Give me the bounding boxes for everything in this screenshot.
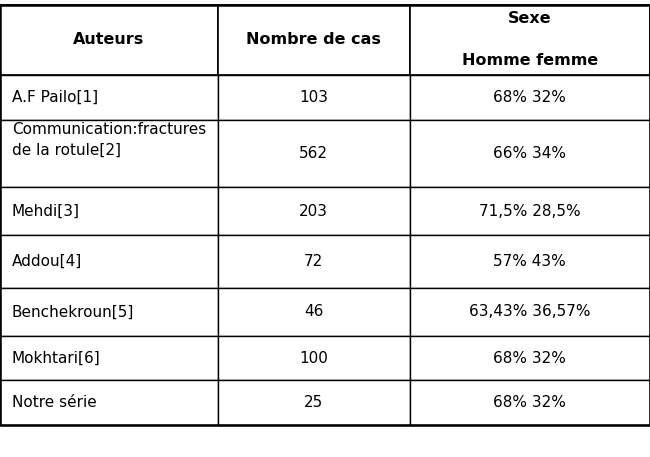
Text: Mokhtari[6]: Mokhtari[6] <box>12 351 101 366</box>
Bar <box>0 120 218 187</box>
Text: 68% 32%: 68% 32% <box>493 395 566 410</box>
Bar <box>218 235 410 288</box>
Bar <box>410 75 650 120</box>
Bar <box>0 336 218 380</box>
Text: Communication:fractures
de la rotule[2]: Communication:fractures de la rotule[2] <box>12 122 206 158</box>
Text: Benchekroun[5]: Benchekroun[5] <box>12 304 134 319</box>
Bar <box>218 288 410 336</box>
Bar <box>218 5 410 75</box>
Bar <box>410 5 650 75</box>
Bar <box>218 120 410 187</box>
Bar <box>410 187 650 235</box>
Text: 68% 32%: 68% 32% <box>493 90 566 105</box>
Bar <box>0 187 218 235</box>
Text: 100: 100 <box>299 351 328 366</box>
Bar <box>0 288 218 336</box>
Bar <box>410 288 650 336</box>
Text: 46: 46 <box>304 304 323 319</box>
Bar <box>410 235 650 288</box>
Text: A.F Pailo[1]: A.F Pailo[1] <box>12 90 98 105</box>
Text: 66% 34%: 66% 34% <box>493 146 566 161</box>
Text: 71,5% 28,5%: 71,5% 28,5% <box>479 204 580 219</box>
Bar <box>410 336 650 380</box>
Text: 63,43% 36,57%: 63,43% 36,57% <box>469 304 590 319</box>
Bar <box>218 380 410 425</box>
Bar <box>0 5 218 75</box>
Text: 57% 43%: 57% 43% <box>493 254 566 269</box>
Text: Notre série: Notre série <box>12 395 96 410</box>
Text: Addou[4]: Addou[4] <box>12 254 82 269</box>
Text: 203: 203 <box>299 204 328 219</box>
Bar <box>0 75 218 120</box>
Bar <box>218 336 410 380</box>
Bar <box>218 75 410 120</box>
Text: 68% 32%: 68% 32% <box>493 351 566 366</box>
Text: Auteurs: Auteurs <box>73 32 144 48</box>
Text: 25: 25 <box>304 395 323 410</box>
Text: 72: 72 <box>304 254 323 269</box>
Text: Sexe

Homme femme: Sexe Homme femme <box>462 11 598 69</box>
Bar <box>0 235 218 288</box>
Bar <box>0 380 218 425</box>
Text: Mehdi[3]: Mehdi[3] <box>12 204 80 219</box>
Text: 562: 562 <box>299 146 328 161</box>
Text: 103: 103 <box>299 90 328 105</box>
Bar <box>410 380 650 425</box>
Bar <box>218 187 410 235</box>
Text: Nombre de cas: Nombre de cas <box>246 32 381 48</box>
Bar <box>410 120 650 187</box>
